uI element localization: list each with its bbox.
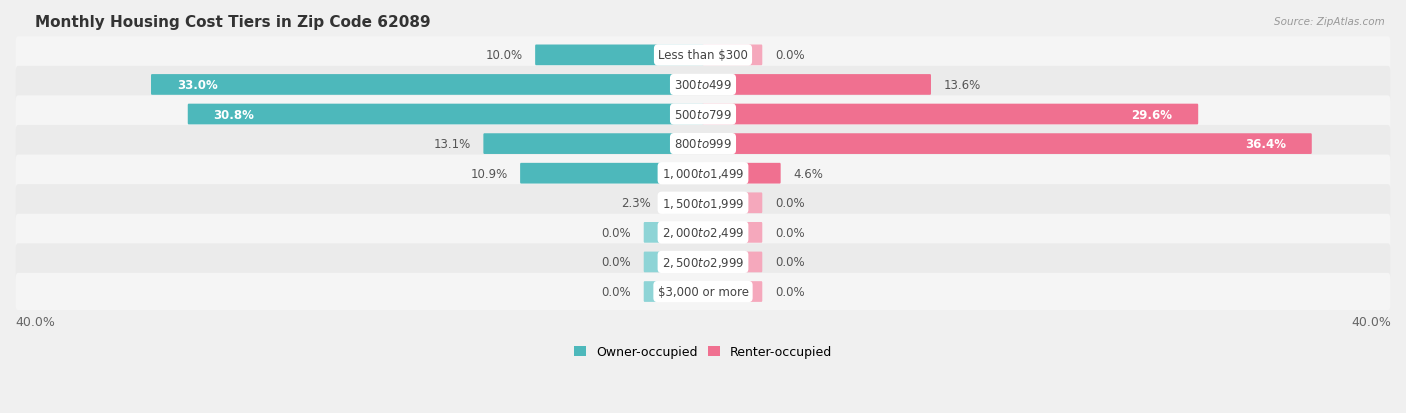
Text: 0.0%: 0.0% [775, 226, 804, 239]
Text: 10.0%: 10.0% [485, 49, 523, 62]
FancyBboxPatch shape [15, 273, 1391, 311]
Text: 0.0%: 0.0% [602, 256, 631, 269]
Text: 29.6%: 29.6% [1132, 108, 1173, 121]
FancyBboxPatch shape [702, 134, 1312, 154]
Text: 0.0%: 0.0% [775, 197, 804, 210]
Text: 0.0%: 0.0% [602, 226, 631, 239]
FancyBboxPatch shape [15, 214, 1391, 252]
Text: $800 to $999: $800 to $999 [673, 138, 733, 151]
Legend: Owner-occupied, Renter-occupied: Owner-occupied, Renter-occupied [568, 340, 838, 363]
Text: $1,500 to $1,999: $1,500 to $1,999 [662, 196, 744, 210]
Text: $500 to $799: $500 to $799 [673, 108, 733, 121]
Text: Source: ZipAtlas.com: Source: ZipAtlas.com [1274, 17, 1385, 26]
FancyBboxPatch shape [644, 223, 704, 243]
Text: 0.0%: 0.0% [775, 285, 804, 298]
Text: 2.3%: 2.3% [621, 197, 651, 210]
FancyBboxPatch shape [644, 252, 704, 273]
FancyBboxPatch shape [702, 164, 780, 184]
FancyBboxPatch shape [702, 104, 1198, 125]
Text: $2,000 to $2,499: $2,000 to $2,499 [662, 226, 744, 240]
FancyBboxPatch shape [664, 193, 704, 214]
Text: $3,000 or more: $3,000 or more [658, 285, 748, 298]
Text: 0.0%: 0.0% [775, 256, 804, 269]
Text: $2,500 to $2,999: $2,500 to $2,999 [662, 255, 744, 269]
Text: 33.0%: 33.0% [177, 79, 218, 92]
Text: 4.6%: 4.6% [793, 167, 823, 180]
FancyBboxPatch shape [15, 96, 1391, 133]
FancyBboxPatch shape [702, 252, 762, 273]
FancyBboxPatch shape [520, 164, 704, 184]
Text: 0.0%: 0.0% [775, 49, 804, 62]
FancyBboxPatch shape [702, 75, 931, 95]
Text: 0.0%: 0.0% [602, 285, 631, 298]
FancyBboxPatch shape [484, 134, 704, 154]
Text: 36.4%: 36.4% [1244, 138, 1286, 151]
FancyBboxPatch shape [644, 282, 704, 302]
FancyBboxPatch shape [702, 45, 762, 66]
Text: Less than $300: Less than $300 [658, 49, 748, 62]
Text: 13.1%: 13.1% [433, 138, 471, 151]
Text: Monthly Housing Cost Tiers in Zip Code 62089: Monthly Housing Cost Tiers in Zip Code 6… [35, 15, 430, 30]
FancyBboxPatch shape [702, 223, 762, 243]
FancyBboxPatch shape [15, 66, 1391, 104]
FancyBboxPatch shape [702, 282, 762, 302]
FancyBboxPatch shape [702, 193, 762, 214]
FancyBboxPatch shape [150, 75, 704, 95]
FancyBboxPatch shape [15, 185, 1391, 222]
Text: 13.6%: 13.6% [943, 79, 981, 92]
FancyBboxPatch shape [536, 45, 704, 66]
FancyBboxPatch shape [188, 104, 704, 125]
FancyBboxPatch shape [15, 126, 1391, 163]
FancyBboxPatch shape [15, 155, 1391, 192]
Text: 10.9%: 10.9% [471, 167, 508, 180]
Text: $300 to $499: $300 to $499 [673, 79, 733, 92]
FancyBboxPatch shape [15, 244, 1391, 281]
Text: $1,000 to $1,499: $1,000 to $1,499 [662, 167, 744, 181]
FancyBboxPatch shape [15, 37, 1391, 74]
Text: 30.8%: 30.8% [214, 108, 254, 121]
